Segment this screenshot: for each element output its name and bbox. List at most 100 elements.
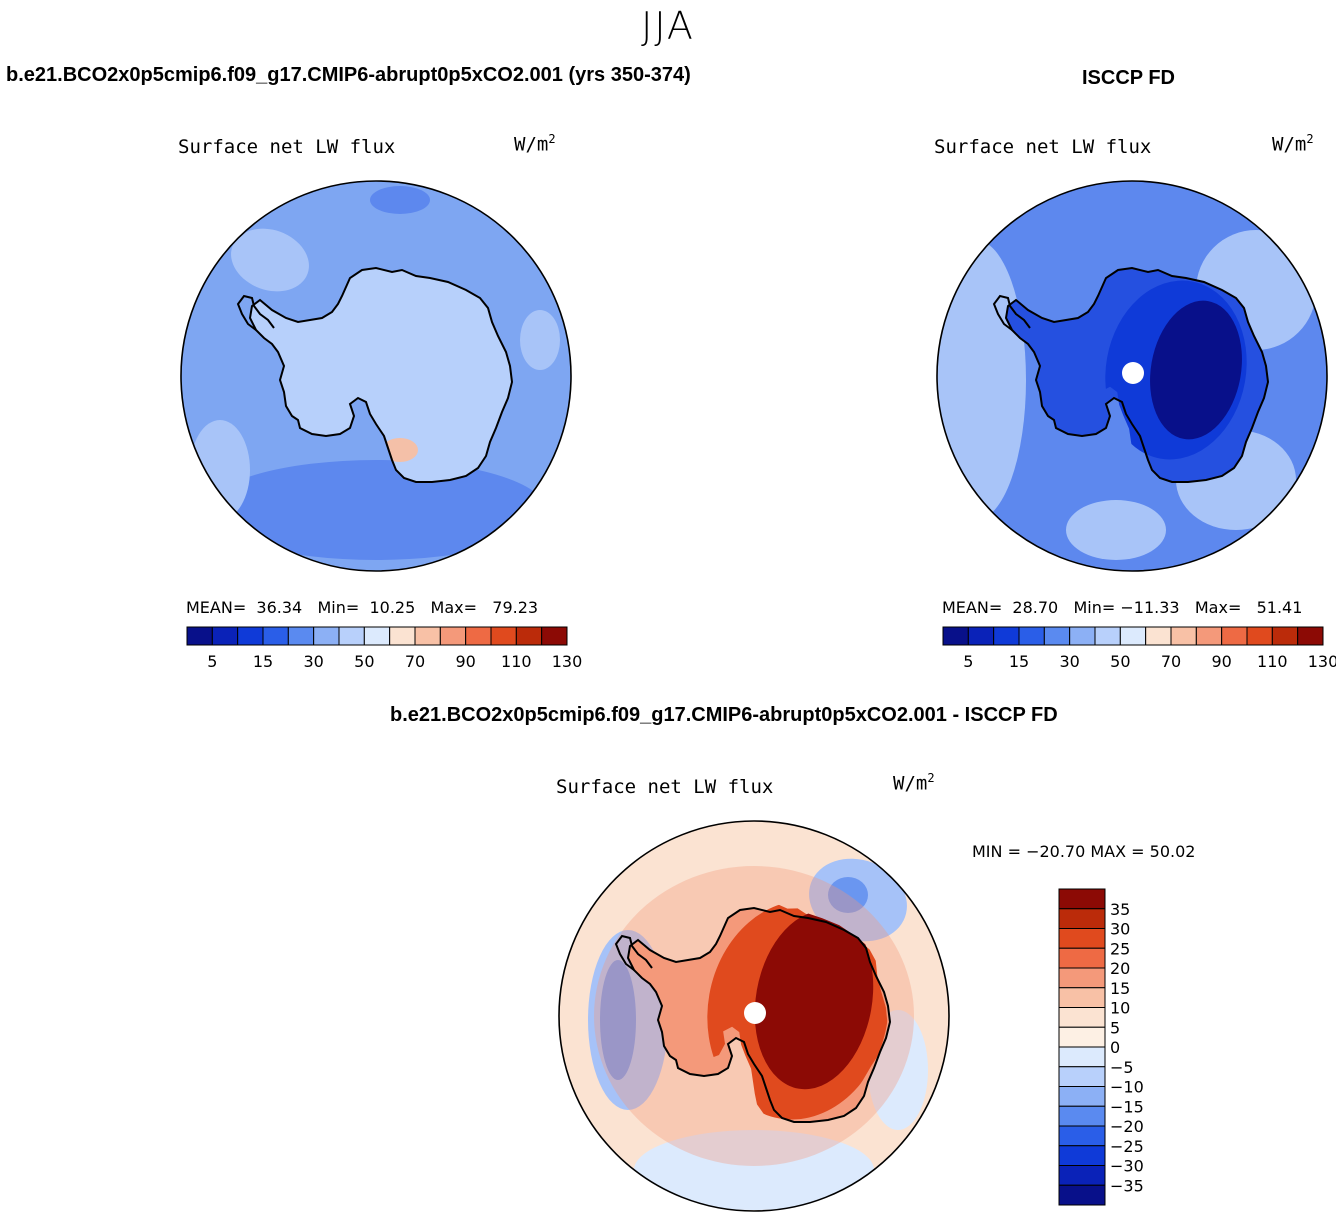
diff-coastline <box>626 906 892 1123</box>
diff-panel-title: b.e21.BCO2x0p5cmip6.f09_g17.CMIP6-abrupt… <box>390 704 1058 726</box>
diff-colorbar-swatch <box>1058 908 1106 929</box>
diff-colorbar-swatch <box>1058 1066 1106 1087</box>
model-polar-map <box>180 180 572 572</box>
model-colorbar-tick-label: 30 <box>303 652 323 671</box>
model-colorbar-swatch <box>211 626 239 646</box>
model-colorbar-swatch <box>287 626 315 646</box>
model-colorbar-tick-label: 110 <box>501 652 532 671</box>
obs-colorbar-swatch <box>1069 626 1096 646</box>
diff-ocean-region <box>634 1130 874 1210</box>
model-colorbar-swatch <box>465 626 492 646</box>
model-ocean-region <box>520 310 560 370</box>
diff-map-boundary <box>558 820 950 1212</box>
diff-variable-label: Surface net LW flux <box>556 776 774 798</box>
diff-colorbar-swatch <box>1058 1086 1106 1107</box>
obs-colorbar-tick-label: 30 <box>1059 652 1079 671</box>
model-colorbar-tick-label: 5 <box>207 652 217 671</box>
model-colorbar-swatch <box>186 626 213 646</box>
diff-colorbar-tick-label: −25 <box>1110 1137 1144 1156</box>
diff-colorbar-swatch <box>1058 1184 1106 1206</box>
diff-colorbar-tick-label: 15 <box>1110 979 1130 998</box>
diff-colorbar-swatch <box>1058 1125 1106 1147</box>
diff-colorbar-tick-label: −35 <box>1110 1176 1144 1195</box>
obs-colorbar: 5 15 30 50 70 90 110 130 <box>942 626 1336 671</box>
diff-colorbar-tick-label: −5 <box>1110 1058 1134 1077</box>
model-colorbar-swatch <box>338 626 365 646</box>
model-units-label: W/m2 <box>514 132 556 156</box>
diff-colorbar-tick-label: −15 <box>1110 1097 1144 1116</box>
diff-colorbar-tick-label: 10 <box>1110 999 1130 1018</box>
obs-colorbar-swatch <box>1246 626 1273 646</box>
obs-colorbar-swatch <box>993 626 1020 646</box>
diff-colorbar-swatch <box>1058 1007 1106 1028</box>
obs-colorbar-swatch <box>1094 626 1121 646</box>
model-coastline <box>248 266 514 483</box>
model-colorbar-swatch <box>237 626 264 646</box>
model-colorbar: 5 15 30 50 70 90 110 130 <box>186 626 582 671</box>
obs-panel-title: ISCCP FD <box>1082 67 1175 89</box>
model-ocean-region <box>231 228 309 292</box>
obs-colorbar-swatch <box>1145 626 1172 646</box>
diff-colorbar-swatch <box>1058 947 1106 969</box>
diff-units-label: W/m2 <box>893 771 935 795</box>
obs-pole-marker <box>1122 362 1144 384</box>
diff-colorbar-swatch <box>1058 1026 1106 1048</box>
obs-colorbar-tick-label: 130 <box>1308 652 1336 671</box>
diff-colorbar-tick-label: −30 <box>1110 1157 1144 1176</box>
diff-colorbar-tick-label: −10 <box>1110 1078 1144 1097</box>
obs-colorbar-tick-label: 110 <box>1257 652 1288 671</box>
model-map-boundary <box>180 180 572 572</box>
diff-colorbar-tick-label: 25 <box>1110 939 1130 958</box>
obs-colorbar-tick-label: 70 <box>1161 652 1181 671</box>
model-colorbar-tick-label: 15 <box>253 652 273 671</box>
model-variable-label: Surface net LW flux <box>178 136 396 158</box>
season-title: JJA <box>641 4 695 48</box>
obs-colorbar-swatch <box>1297 626 1324 646</box>
obs-colorbar-tick-label: 5 <box>963 652 973 671</box>
obs-stats: MEAN= 28.70 Min= −11.33 Max= 51.41 <box>942 598 1303 617</box>
obs-land-region <box>1150 300 1242 440</box>
diff-ocean-region <box>600 960 636 1080</box>
obs-units-label: W/m2 <box>1272 132 1314 156</box>
diff-colorbar-swatch <box>1058 1105 1106 1127</box>
model-ocean-region <box>206 460 546 560</box>
diff-colorbar-swatch <box>1058 987 1106 1008</box>
obs-polar-map <box>936 180 1328 572</box>
diff-colorbar-tick-label: 5 <box>1110 1018 1120 1037</box>
model-colorbar-swatch <box>541 626 568 646</box>
obs-colorbar-swatch <box>1271 626 1299 646</box>
obs-colorbar-swatch <box>1170 626 1197 646</box>
model-colorbar-swatch <box>414 626 441 646</box>
model-colorbar-tick-label: 50 <box>354 652 374 671</box>
obs-colorbar-swatch <box>1043 626 1071 646</box>
obs-ocean-region <box>1066 500 1166 560</box>
model-ocean-region <box>190 420 250 520</box>
obs-colorbar-tick-label: 15 <box>1009 652 1029 671</box>
obs-map-boundary <box>936 180 1328 572</box>
model-stats: MEAN= 36.34 Min= 10.25 Max= 79.23 <box>186 598 539 617</box>
obs-variable-label: Surface net LW flux <box>934 136 1152 158</box>
model-colorbar-swatch <box>389 626 416 646</box>
diff-polar-map <box>558 820 950 1212</box>
diff-colorbar-swatch <box>1058 1145 1106 1166</box>
diff-colorbar-swatch <box>1058 1165 1106 1186</box>
obs-colorbar-swatch <box>1195 626 1223 646</box>
model-peninsula-coast <box>236 294 275 331</box>
obs-peninsula-coast <box>992 294 1031 331</box>
obs-map-field <box>937 181 1327 571</box>
model-colorbar-tick-label: 130 <box>552 652 583 671</box>
diff-colorbar-swatch <box>1058 1046 1106 1068</box>
diff-colorbar-swatch <box>1058 928 1106 949</box>
obs-colorbar-tick-label: 90 <box>1211 652 1231 671</box>
diff-peninsula-coast <box>614 934 653 971</box>
model-colorbar-tick-label: 70 <box>405 652 425 671</box>
model-ocean-region <box>370 186 430 214</box>
model-land-field <box>250 268 512 482</box>
diff-colorbar-tick-label: 30 <box>1110 920 1130 939</box>
obs-colorbar-swatch <box>967 626 995 646</box>
obs-ocean-region <box>937 240 1026 520</box>
obs-colorbar-swatch <box>1018 626 1045 646</box>
obs-colorbar-swatch <box>1221 626 1248 646</box>
obs-coastline <box>1004 266 1270 483</box>
